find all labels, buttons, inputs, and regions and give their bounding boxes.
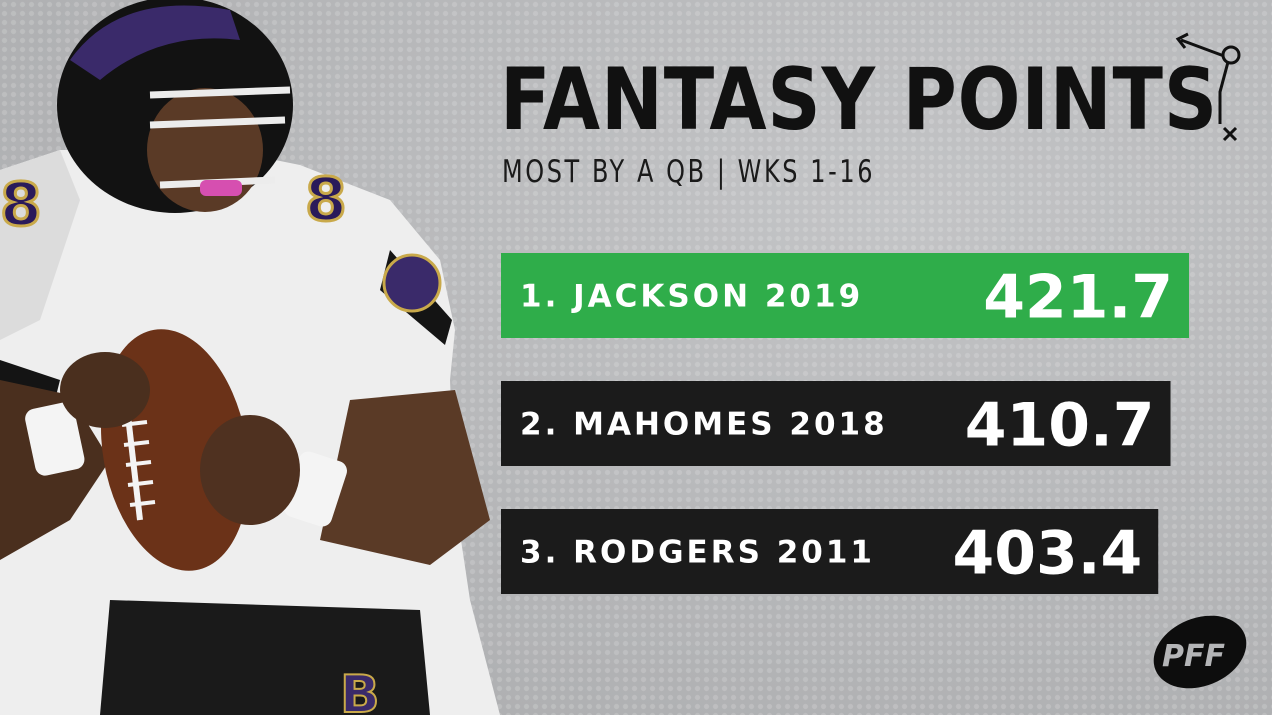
bar-2 (501, 381, 1171, 466)
svg-text:8: 8 (305, 165, 347, 235)
bar-3 (501, 509, 1159, 594)
bar-value-1: 421.7 (983, 263, 1173, 333)
logo-text: PFF (1162, 639, 1225, 674)
play-diagram-icon (1175, 32, 1241, 142)
chart-subtitle: MOST BY A QB | WKS 1-16 (502, 154, 876, 190)
bar-label-1: 1. JACKSON 2019 (520, 279, 863, 315)
bar-label-2: 2. MAHOMES 2018 (520, 407, 888, 443)
bar-1 (501, 253, 1189, 338)
bar-value-2: 410.7 (965, 391, 1155, 461)
svg-text:8: 8 (0, 170, 42, 240)
chart-title: FANTASY POINTS (500, 50, 1218, 150)
pff-logo: PFF (1153, 615, 1247, 689)
bar-value-3: 403.4 (952, 519, 1142, 589)
bar-group: 1. JACKSON 2019 421.7 2. MAHOMES 2018 410.7… (501, 253, 1189, 594)
svg-text:B: B (340, 665, 380, 715)
bar-label-3: 3. RODGERS 2011 (520, 535, 875, 571)
player-photo: 8 8 B (0, 0, 500, 715)
